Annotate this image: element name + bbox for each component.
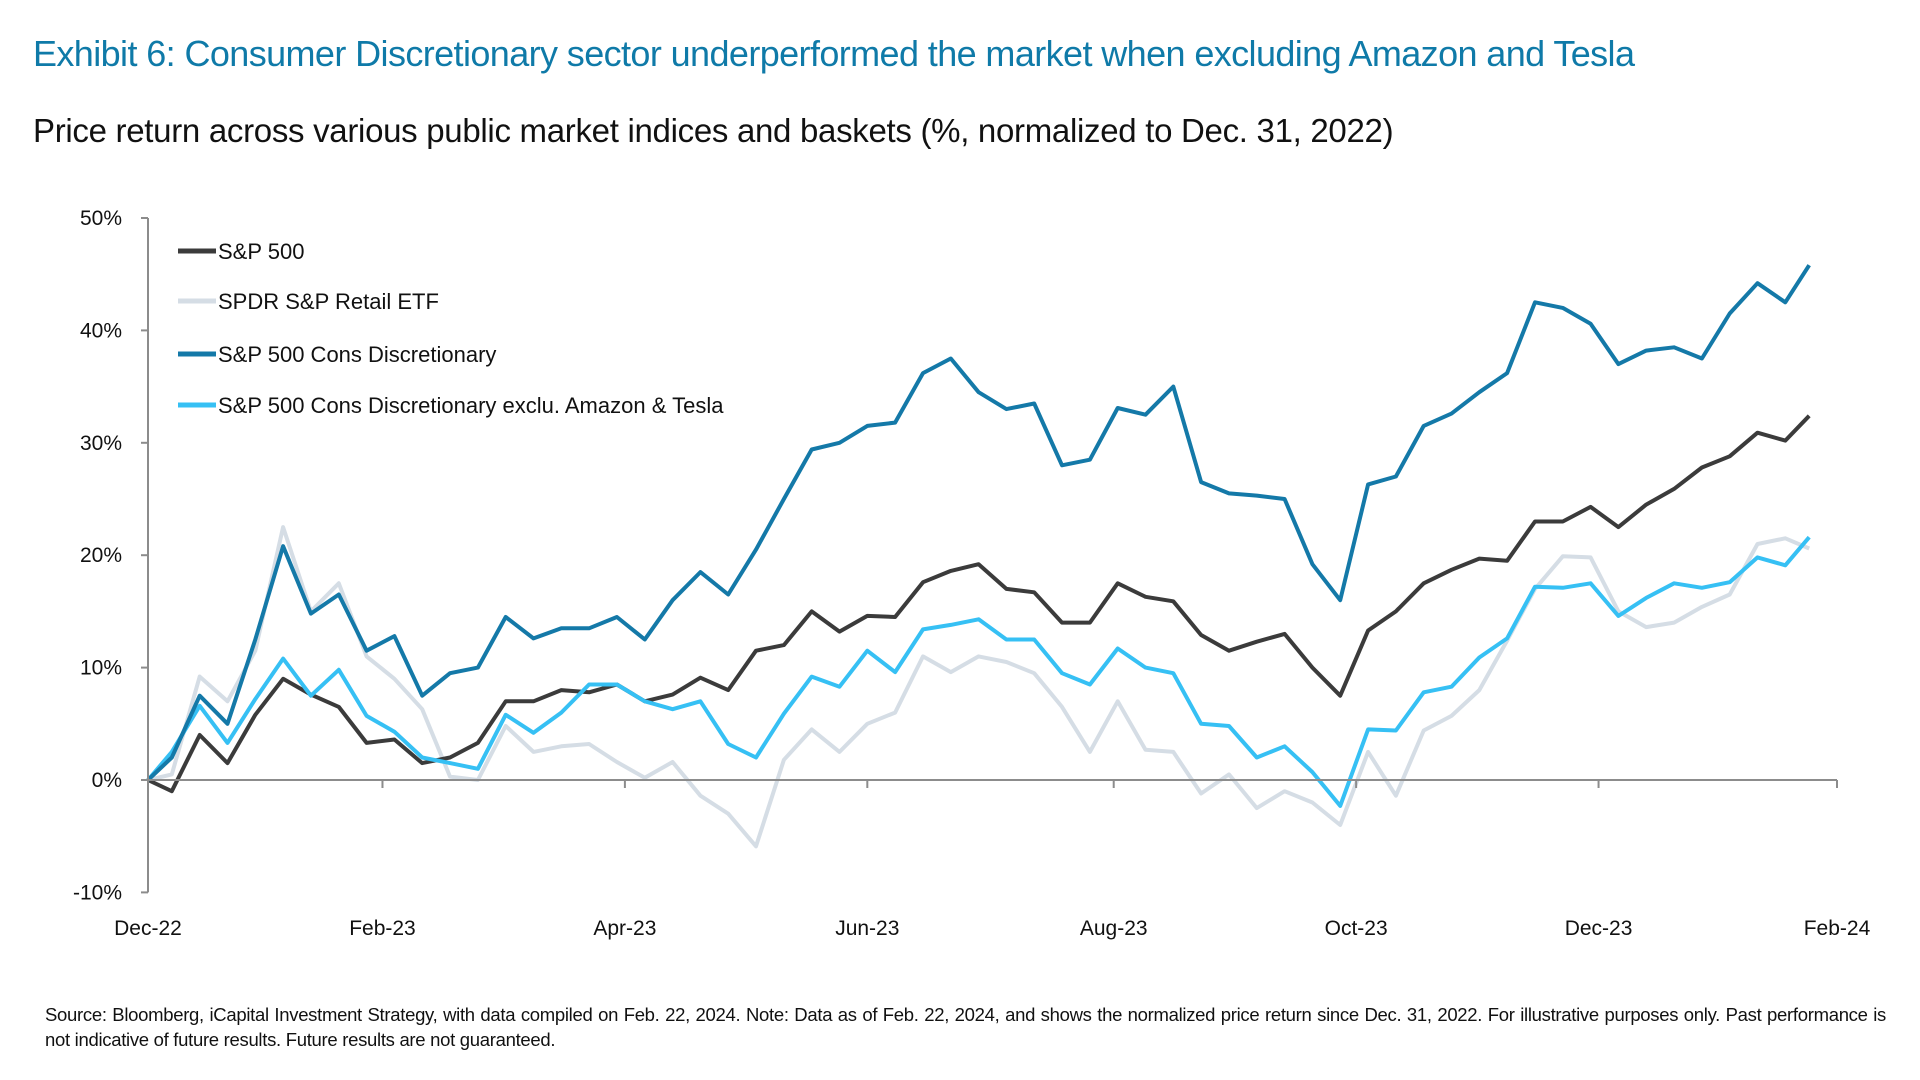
legend-label: S&P 500 Cons Discretionary [218,342,496,367]
series-layer [146,264,1811,849]
series-line-s-p-500 [147,414,1811,794]
x-tick-label: Feb-24 [1804,917,1871,940]
source-footnote: Source: Bloomberg, iCapital Investment S… [45,1004,1886,1050]
x-tick-label: Apr-23 [593,917,656,940]
series-line-s-p-500-cons-discretionary [146,264,1811,782]
legend-label: S&P 500 Cons Discretionary exclu. Amazon… [218,393,724,418]
y-tick-label: -10% [73,881,122,904]
x-tick-label: Feb-23 [349,917,416,940]
series-line-s-p-500-cons-discretionary-exclu-amazon-tesla [146,535,1811,808]
y-tick-label: 30% [80,432,122,455]
legend: S&P 500 SPDR S&P Retail ETF S&P 500 Cons D… [178,239,724,418]
y-tick-label: 20% [80,544,122,567]
x-tick-label: Aug-23 [1080,917,1148,940]
x-tick-label: Dec-22 [114,917,182,940]
y-tick-label: 40% [80,319,122,342]
y-tick-label: 50% [80,207,122,230]
legend-label: S&P 500 [218,239,304,264]
chart-subtitle: Price return across various public marke… [33,112,1394,149]
chart-title: Exhibit 6: Consumer Discretionary sector… [33,33,1635,74]
y-tick-label: 10% [80,657,122,680]
axes-layer: -10% 0% 10% 20% 30% 40% 50% Dec-22 Feb-23 Apr-23 J… [73,207,1871,940]
y-tick-label: 0% [92,769,122,792]
x-tick-label: Dec-23 [1565,917,1633,940]
legend-label: SPDR S&P Retail ETF [218,289,439,314]
x-tick-label: Oct-23 [1325,917,1388,940]
series-line-spdr-s-p-retail-etf [147,525,1810,849]
x-tick-label: Jun-23 [835,917,899,940]
